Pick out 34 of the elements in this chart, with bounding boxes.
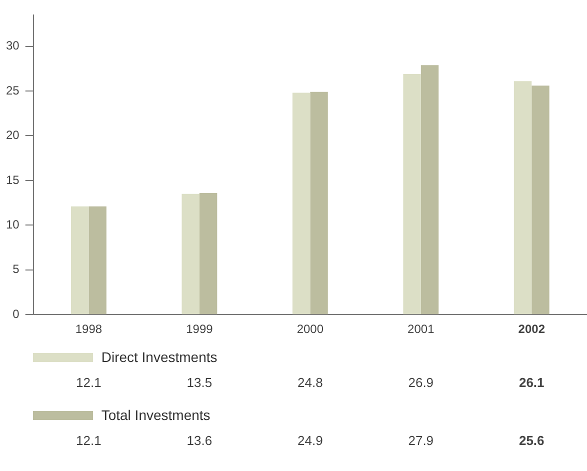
data-label: 26.9 [407,375,435,390]
y-tick-label: 0 [12,306,20,321]
data-label: 12.1 [75,375,102,390]
data-label: 13.6 [186,433,214,448]
bar [420,65,439,314]
legend-label: Direct Investments [101,349,218,365]
bar [182,194,200,314]
bar [292,92,310,314]
bar [70,206,89,314]
data-label: 12.1 [75,433,102,448]
bar [532,86,550,314]
y-tick-label: 10 [6,217,20,232]
y-tick-label: 25 [6,83,20,98]
x-tick-label: 2002 [518,322,546,336]
y-tick-label: 5 [12,262,20,276]
y-tick-label: 30 [6,38,20,53]
x-tick-label: 1999 [186,322,214,336]
y-tick-label: 20 [6,128,20,142]
data-label: 24.9 [296,433,324,448]
data-label: 13.5 [186,375,214,390]
data-label: 26.1 [518,375,546,390]
bar [403,74,421,314]
bar [88,206,106,314]
data-label: 24.8 [296,375,324,390]
x-tick-label: 2000 [296,322,324,336]
x-tick-label: 2001 [408,322,435,336]
data-label: 25.6 [518,433,546,448]
legend-label: Total Investments [101,407,210,423]
bar [514,81,532,314]
data-label: 27.9 [407,433,435,448]
bar [199,192,218,314]
y-tick-label: 15 [6,172,20,187]
bar [310,92,328,314]
x-tick-label: 1998 [75,322,102,336]
